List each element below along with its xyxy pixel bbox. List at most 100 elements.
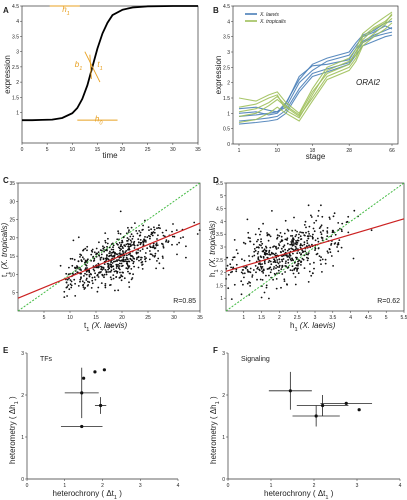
data-point — [150, 228, 153, 231]
fit-line — [225, 218, 405, 272]
data-point — [276, 261, 279, 263]
data-point — [70, 280, 73, 283]
panel-letter: B — [213, 6, 219, 15]
data-point — [308, 225, 311, 228]
data-point — [148, 229, 150, 232]
data-point — [303, 267, 306, 269]
data-point — [300, 264, 302, 266]
data-point — [86, 245, 89, 248]
data-point — [275, 278, 278, 280]
y-axis-label: heterometry ( Δh1 ) — [8, 396, 20, 464]
data-point — [69, 257, 72, 260]
data-point — [112, 274, 115, 276]
data-point — [314, 414, 318, 418]
data-point — [171, 243, 173, 246]
data-point — [313, 261, 315, 264]
data-point — [248, 255, 250, 257]
x-tick-label: 5 — [46, 147, 49, 153]
data-point — [264, 253, 267, 256]
data-point — [114, 260, 117, 263]
data-point — [122, 251, 124, 253]
data-point — [322, 229, 324, 232]
data-point — [141, 261, 144, 263]
data-point — [109, 250, 111, 253]
data-point — [273, 272, 276, 275]
data-point — [268, 267, 270, 270]
y-tick-label: 5 — [220, 194, 223, 200]
x-tick-label: 2 — [101, 483, 104, 489]
data-point — [74, 295, 77, 297]
data-point — [146, 247, 149, 250]
data-point — [136, 244, 139, 247]
data-point — [145, 241, 147, 243]
data-point — [281, 258, 283, 261]
data-point — [276, 266, 279, 268]
data-point — [294, 243, 297, 245]
data-point — [307, 204, 310, 207]
data-point — [110, 261, 112, 263]
data-point — [66, 295, 68, 297]
data-point — [105, 256, 108, 258]
data-point — [314, 249, 316, 252]
data-point — [71, 257, 74, 260]
data-point — [123, 277, 126, 280]
y-tick-label: 4 — [16, 19, 19, 25]
data-point — [121, 239, 123, 242]
data-point — [85, 279, 88, 281]
xlabel-word: heterochrony ( — [53, 489, 107, 498]
data-point — [132, 262, 135, 265]
data-point — [125, 250, 128, 252]
data-point — [290, 235, 292, 237]
data-point — [108, 246, 111, 249]
data-point — [321, 239, 324, 242]
x-tick-label: 2 — [313, 483, 316, 489]
data-point — [132, 260, 135, 263]
data-point — [291, 265, 294, 268]
data-point — [328, 248, 331, 250]
x-tick-label: 18 — [310, 148, 316, 154]
data-point — [330, 244, 332, 246]
data-point — [118, 276, 121, 279]
data-point — [112, 265, 115, 268]
data-point — [313, 230, 316, 233]
data-point — [127, 243, 130, 246]
y-tick-label: 20 — [9, 236, 15, 242]
data-point — [87, 280, 89, 283]
data-point — [109, 254, 112, 257]
correlation-label: R=0.62 — [377, 298, 400, 305]
data-point — [318, 255, 321, 257]
data-point — [155, 267, 158, 270]
data-point — [127, 226, 129, 229]
x-tick-label: 66 — [389, 148, 395, 154]
x-axis-label: stage — [306, 152, 326, 161]
data-point — [126, 254, 128, 257]
data-point — [296, 239, 299, 242]
data-point — [138, 259, 140, 262]
data-point — [297, 264, 299, 267]
data-point — [90, 253, 93, 256]
data-point — [171, 230, 173, 233]
data-point — [267, 261, 270, 263]
data-point — [178, 241, 181, 244]
y-tick-label: 2.5 — [223, 65, 230, 71]
data-point — [119, 271, 121, 274]
data-point — [85, 277, 88, 280]
data-point — [241, 258, 243, 261]
data-point — [68, 288, 71, 291]
data-point — [260, 238, 262, 241]
data-point — [133, 247, 136, 249]
data-point — [317, 240, 320, 243]
annotation-letter: h — [95, 115, 100, 124]
data-point — [162, 234, 165, 237]
data-point — [83, 258, 85, 260]
y-tick-label: 3.5 — [223, 35, 230, 41]
identity-line — [225, 182, 405, 312]
data-point — [306, 239, 308, 242]
data-point — [297, 272, 300, 275]
data-point — [128, 265, 131, 267]
data-point — [118, 247, 121, 250]
data-point — [275, 264, 278, 267]
annotation-letter: h — [62, 5, 67, 14]
data-point — [249, 267, 252, 270]
data-point — [296, 252, 299, 255]
